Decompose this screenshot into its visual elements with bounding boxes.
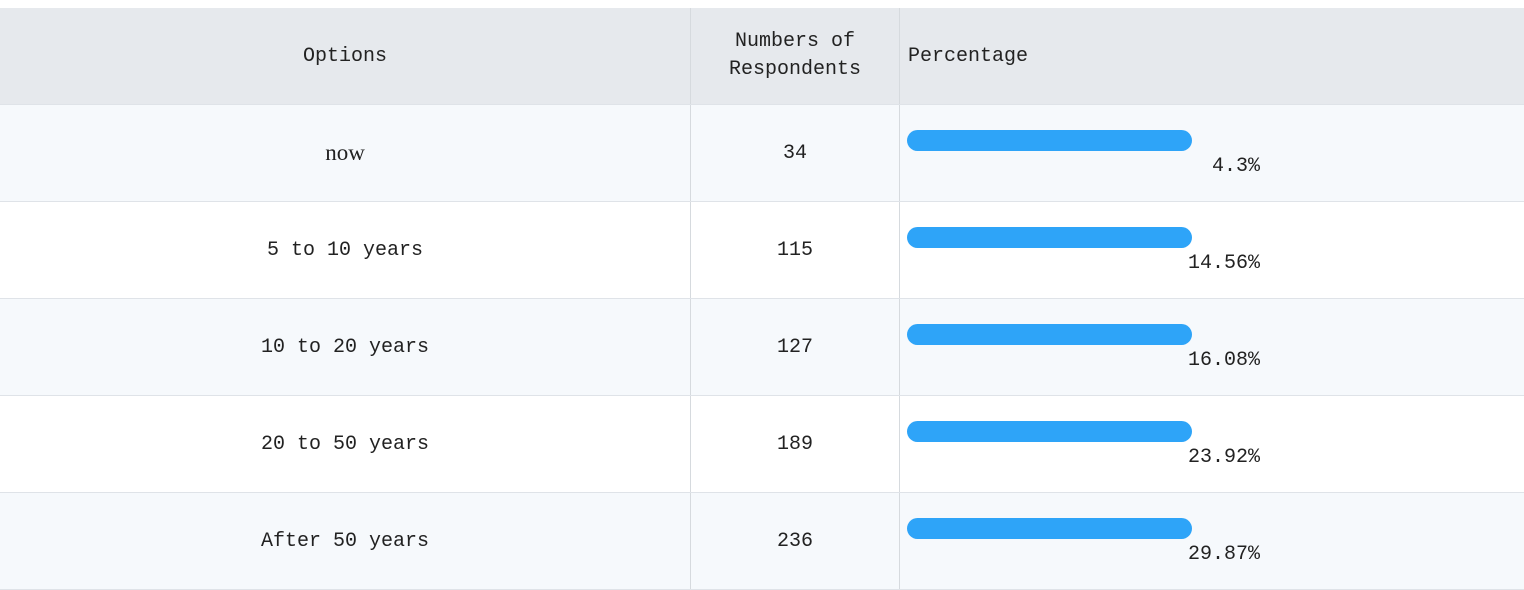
percentage-bar [907, 324, 1192, 345]
percentage-label: 23.92% [1187, 446, 1260, 469]
percentage-cell [900, 105, 1524, 201]
header-cell: Numbers of Respondents [690, 8, 900, 104]
percentage-label: 4.3% [1211, 155, 1260, 178]
option-cell: 10 to 20 years [260, 335, 430, 359]
percentage-label: 16.08% [1187, 349, 1260, 372]
percentage-cell [900, 299, 1524, 395]
table-row: 20 to 50 years 189 23.92% [0, 396, 1524, 493]
percentage-bar [907, 421, 1192, 442]
header-cell: Options [302, 44, 387, 68]
option-cell: 20 to 50 years [260, 432, 430, 456]
count-cell: 34 [690, 105, 900, 201]
percentage-cell [900, 396, 1524, 492]
header-cell: Percentage [908, 44, 1029, 68]
percentage-bar [907, 518, 1192, 539]
table-row: now 34 4.3% [0, 105, 1524, 202]
table-row: 10 to 20 years 127 16.08% [0, 299, 1524, 396]
percentage-cell [900, 202, 1524, 298]
percentage-label: 14.56% [1187, 252, 1260, 275]
count-cell: 115 [690, 202, 900, 298]
header-row: Options Numbers of Respondents Percentag… [0, 8, 1524, 105]
results-table: Options Numbers of Respondents Percentag… [0, 8, 1524, 590]
count-cell: 189 [690, 396, 900, 492]
count-cell: 236 [690, 493, 900, 589]
percentage-cell [900, 493, 1524, 589]
count-cell: 127 [690, 299, 900, 395]
option-cell: After 50 years [260, 529, 430, 553]
percentage-bar [907, 130, 1192, 151]
option-cell: now [325, 140, 365, 165]
option-cell: 5 to 10 years [266, 238, 424, 262]
table-row: After 50 years 236 29.87% [0, 493, 1524, 590]
percentage-label: 29.87% [1187, 543, 1260, 566]
percentage-bar [907, 227, 1192, 248]
table-row: 5 to 10 years 115 14.56% [0, 202, 1524, 299]
